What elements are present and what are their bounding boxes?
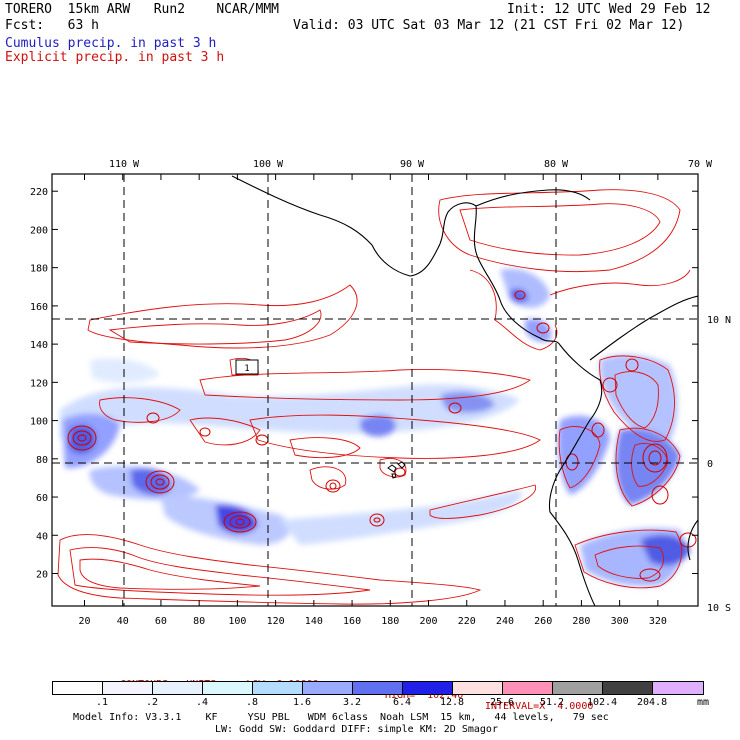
- x-index-label: 260: [534, 616, 552, 627]
- legend-swatch: [453, 682, 503, 694]
- legend-value-label: .1: [96, 697, 109, 708]
- lat-label-10s: 10 S: [707, 603, 731, 614]
- svg-text:1: 1: [244, 364, 249, 374]
- y-index-label: 60: [36, 493, 48, 504]
- x-index-label: 40: [117, 616, 129, 627]
- explicit-field-label: Explicit precip. in past 3 h: [5, 50, 225, 65]
- lat-lon-grid: [52, 174, 698, 606]
- legend-swatch: [253, 682, 303, 694]
- x-index-label: 300: [611, 616, 629, 627]
- legend-swatch: [153, 682, 203, 694]
- storm-cores: [67, 290, 697, 582]
- model-info: Model Info: V3.3.1 KF YSU PBL WDM 6class…: [73, 712, 609, 723]
- y-index-label: 160: [30, 302, 48, 313]
- y-index-label: 80: [36, 455, 48, 466]
- x-index-label: 220: [458, 616, 476, 627]
- y-index-label: 220: [30, 187, 48, 198]
- legend-swatch: [553, 682, 603, 694]
- cumulus-field-label: Cumulus precip. in past 3 h: [5, 36, 217, 51]
- lon-label-110w: 110 W: [109, 159, 140, 170]
- legend-value-label: 12.8: [440, 697, 465, 708]
- legend-swatch: [403, 682, 453, 694]
- legend-swatch: [353, 682, 403, 694]
- valid-time: Valid: 03 UTC Sat 03 Mar 12 (21 CST Fri …: [293, 18, 685, 33]
- x-index-label: 160: [343, 616, 361, 627]
- x-index-label: 140: [305, 616, 323, 627]
- model-title: TORERO 15km ARW Run2 NCAR/MMM: [5, 2, 279, 17]
- x-index-label: 100: [228, 616, 246, 627]
- lon-label-80w: 80 W: [544, 159, 569, 170]
- y-index-label: 40: [36, 531, 48, 542]
- contour-interval: INTERVAL=X 4.0000: [485, 701, 594, 712]
- x-index-label: 180: [381, 616, 399, 627]
- coastline: [231, 175, 698, 606]
- x-index-label: 320: [649, 616, 667, 627]
- y-index-label: 140: [30, 340, 48, 351]
- x-index-label: 120: [267, 616, 285, 627]
- legend-swatch: [603, 682, 653, 694]
- legend-swatch: [303, 682, 353, 694]
- x-index-label: 240: [496, 616, 514, 627]
- x-index-label: 20: [78, 616, 90, 627]
- x-index-label: 80: [193, 616, 205, 627]
- contour-high: HIGH= 102.40: [385, 690, 464, 701]
- y-index-label: 200: [30, 225, 48, 236]
- legend-value-label: 3.2: [343, 697, 362, 708]
- legend-value-label: .8: [246, 697, 259, 708]
- init-time: Init: 12 UTC Wed 29 Feb 12: [507, 2, 711, 17]
- legend-units: mm: [697, 697, 710, 708]
- axis-ticks: [52, 174, 698, 606]
- lon-label-90w: 90 W: [400, 159, 425, 170]
- legend-value-label: 51.2: [540, 697, 565, 708]
- legend-value-label: .2: [146, 697, 159, 708]
- x-index-label: 60: [155, 616, 167, 627]
- legend-swatch: [503, 682, 553, 694]
- legend-value-label: 1.6: [293, 697, 312, 708]
- y-index-label: 20: [36, 570, 48, 581]
- legend-swatch: [203, 682, 253, 694]
- physics-info: LW: Godd SW: Goddard DIFF: simple KM: 2D…: [215, 724, 498, 735]
- lon-label-70w: 70 W: [688, 159, 713, 170]
- legend-value-label: 102.4: [587, 697, 618, 708]
- legend-swatch: [653, 682, 703, 694]
- legend-swatch: [103, 682, 153, 694]
- legend-value-label: 6.4: [393, 697, 412, 708]
- lat-label-10n: 10 N: [707, 315, 731, 326]
- lat-label-0: 0: [707, 459, 713, 470]
- x-index-label: 280: [572, 616, 590, 627]
- y-index-label: 100: [30, 417, 48, 428]
- forecast-hour: Fcst: 63 h: [5, 18, 99, 33]
- lon-label-100w: 100 W: [253, 159, 284, 170]
- color-legend: [52, 681, 704, 695]
- galapagos-islands: [387, 461, 406, 479]
- legend-value-label: 204.8: [637, 697, 668, 708]
- legend-value-label: .4: [196, 697, 209, 708]
- legend-value-label: 25.6: [490, 697, 515, 708]
- y-index-label: 120: [30, 378, 48, 389]
- contour-label-box: 1: [235, 359, 259, 375]
- y-index-label: 180: [30, 264, 48, 275]
- cumulus-precip-shading: [60, 268, 690, 587]
- map-frame: [51, 173, 699, 607]
- x-index-label: 200: [419, 616, 437, 627]
- legend-swatch: [53, 682, 103, 694]
